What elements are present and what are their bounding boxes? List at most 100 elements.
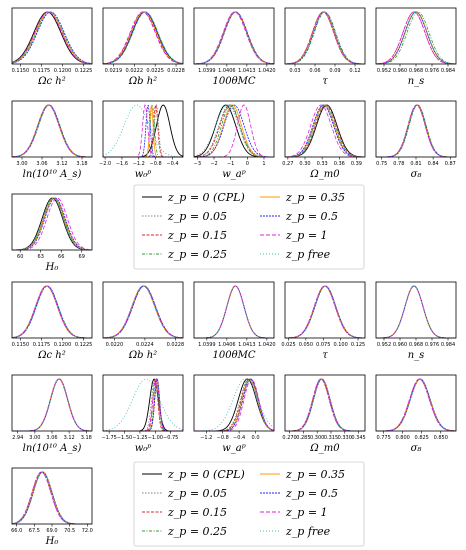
panel-frame: [284, 281, 366, 339]
panel-2-2: 0.0220 0.0224 0.0228 Ωb h²: [102, 281, 184, 361]
tick-label: 2.94: [12, 435, 23, 441]
tick-label: 0.0219: [105, 68, 123, 74]
tick-label: 66.0: [11, 528, 22, 534]
series-curve-1: [102, 11, 184, 65]
tick-label: 0.27: [282, 161, 293, 167]
tick-label: 63: [38, 254, 44, 260]
series-curve-3: [194, 378, 275, 432]
legend-entry: z_p = 0.15: [167, 229, 227, 242]
series-curve-6: [194, 378, 275, 432]
panel-1-8: −3 −2 −1 0 1 w_aᵖ: [193, 100, 275, 180]
panel-frame: [11, 374, 93, 432]
series-curve-4: [103, 378, 183, 432]
legend-2: z_p = 0 (CPL) z_p = 0.05 z_p = 0.15 z_p = 0…: [133, 461, 365, 547]
panel-1-2: 0.0219 0.0222 0.0225 0.0228 Ωb h²: [102, 7, 185, 87]
series-curve-1: [102, 285, 184, 339]
series-curve-0: [194, 285, 274, 339]
tick-label: 69.0: [46, 528, 57, 534]
series-curve-7: [12, 197, 93, 251]
axis-title: Ωb h²: [128, 76, 157, 87]
tick-label: 0.36: [334, 161, 345, 167]
series-curve-0: [284, 104, 366, 158]
panel-2-5: 0.952 0.960 0.968 0.976 0.984 n_s: [375, 281, 457, 361]
tick-label: 0.976: [425, 342, 439, 348]
legend-entry: z_p = 0.05: [167, 487, 227, 500]
panel-frame: [102, 374, 184, 432]
series-curve-3: [376, 104, 456, 158]
axis-title: σ₈: [411, 169, 422, 180]
tick-label: −1.75: [101, 435, 116, 441]
series-curve-7: [102, 11, 184, 65]
tick-label: 0.1150: [12, 342, 30, 348]
series-curve-7: [376, 378, 457, 432]
series-curve-5: [375, 11, 457, 65]
axis-title: w₀ᵖ: [135, 443, 152, 454]
tick-label: 0.984: [441, 68, 455, 74]
legend-box: [133, 461, 365, 547]
tick-label: 66: [58, 254, 64, 260]
panel-frame: [11, 193, 93, 251]
series-curve-3: [102, 11, 184, 65]
series-curve-7: [193, 11, 275, 65]
tick-label: 3.06: [46, 435, 57, 441]
series-curve-5: [103, 378, 183, 432]
tick-label: 0.952: [377, 68, 391, 74]
series-curve-2: [194, 285, 274, 339]
panel-2-9: 0.270 0.285 0.300 0.315 0.330 0.345 Ω_m0: [282, 374, 366, 454]
series-curve-5: [102, 11, 184, 65]
panel-frame: [11, 467, 93, 525]
legend-entry: z_p = 0 (CPL): [167, 191, 245, 204]
panel-frame: [375, 7, 457, 65]
series-curve-5: [102, 285, 184, 339]
series-curve-7: [376, 104, 456, 158]
series-curve-6: [284, 285, 366, 339]
tick-label: 0.800: [396, 435, 410, 441]
panel-2-10: 0.775 0.800 0.825 0.850 σ₈: [375, 374, 457, 454]
panel-2-6: 2.94 3.00 3.06 3.12 3.18 ln(10¹⁰ A_s): [11, 374, 93, 454]
panel-2-1: 0.1150 0.1175 0.1200 0.1225 Ωc h²: [11, 281, 93, 361]
tick-label: 70.5: [64, 528, 75, 534]
axis-title: H₀: [45, 262, 59, 273]
tick-label: 0.12: [349, 68, 360, 74]
tick-label: 0.1200: [54, 342, 72, 348]
series-curve-4: [102, 285, 184, 339]
series-curve-1: [285, 104, 366, 158]
series-curve-4: [284, 104, 365, 158]
tick-label: −1.2: [133, 161, 145, 167]
tick-label: 3.18: [81, 435, 92, 441]
series-curve-4: [376, 378, 457, 432]
tick-label: 0.1175: [33, 342, 51, 348]
panel-frame: [102, 7, 184, 65]
tick-label: −1.6: [116, 161, 128, 167]
tick-label: 0.75: [376, 161, 387, 167]
axis-title: τ: [322, 350, 328, 361]
series-curve-4: [193, 11, 275, 65]
series-curve-5: [284, 104, 366, 158]
series-curve-0: [375, 11, 457, 65]
series-curve-1: [375, 11, 457, 65]
series-curve-0: [11, 104, 93, 158]
panel-1-7: −2.0 −1.6 −1.2 −0.8 −0.4 w₀ᵖ: [99, 100, 184, 180]
tick-label: −1: [227, 161, 234, 167]
panel-frame: [102, 100, 184, 158]
series-curve-7: [376, 285, 456, 339]
series-curve-3: [284, 11, 366, 65]
series-curve-3: [11, 285, 93, 339]
series-curve-3: [284, 104, 366, 158]
series-curve-4: [12, 378, 93, 432]
axis-title: w_aᵖ: [222, 443, 246, 454]
panel-1-5: 0.952 0.960 0.968 0.976 0.984 n_s: [375, 7, 457, 87]
series-curve-6: [11, 11, 93, 65]
series-curve-4: [194, 378, 275, 432]
tick-label: 0.1175: [33, 68, 51, 74]
tick-label: 0.06: [309, 68, 320, 74]
axis-title: w_aᵖ: [222, 169, 246, 180]
tick-label: 0.285: [296, 435, 310, 441]
series-curve-3: [193, 11, 275, 65]
series-curve-6: [284, 104, 365, 158]
series-curve-4: [285, 378, 365, 432]
series-curve-2: [11, 285, 92, 339]
tick-label: 0.39: [351, 161, 362, 167]
tick-label: −1.00: [148, 435, 163, 441]
series-curve-0: [194, 378, 275, 432]
